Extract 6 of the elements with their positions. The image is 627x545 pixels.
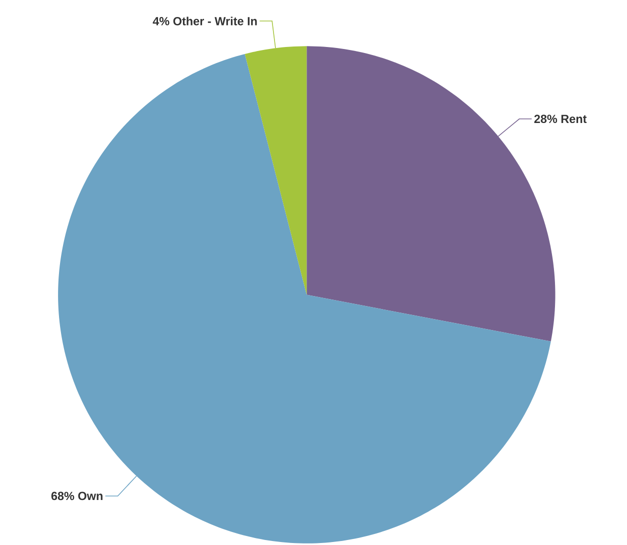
data-label: 28%	[534, 114, 558, 123]
slice-label: Own	[78, 492, 102, 500]
slice-label: Rent	[561, 114, 587, 123]
data-label: 4%	[152, 16, 170, 26]
data-label: 68%	[51, 492, 74, 500]
slice-label: Other - Write In	[173, 16, 257, 26]
